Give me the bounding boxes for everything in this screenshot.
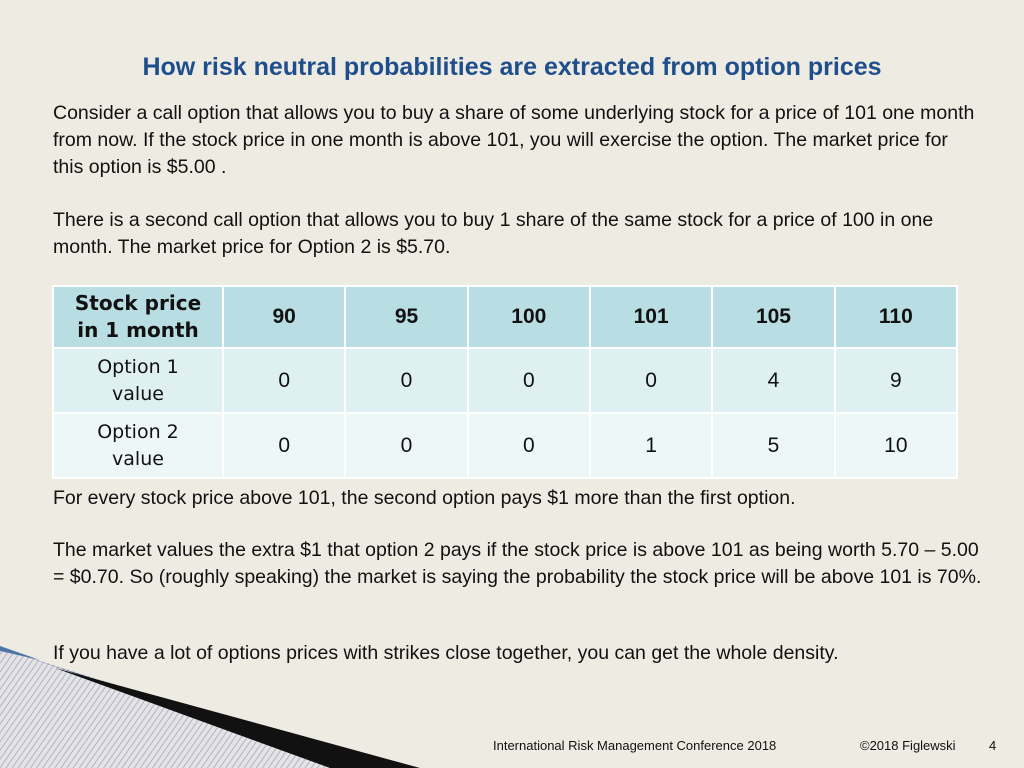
header-price: 100 [466, 285, 591, 349]
header-price: 110 [833, 285, 959, 349]
table-header-row: Stock price in 1 month 90 95 100 101 105… [52, 285, 959, 349]
paragraph-density: If you have a lot of options prices with… [53, 642, 839, 664]
row-label-line2: value [112, 447, 164, 470]
row-label-line1: Option 1 [97, 355, 179, 378]
table-cell: 1 [588, 412, 714, 479]
footer-page-number: 4 [989, 738, 997, 753]
row-label: Option 1 value [52, 347, 224, 414]
row-label-line1: Option 2 [97, 420, 179, 443]
table-cell: 0 [221, 412, 347, 479]
header-price: 101 [588, 285, 714, 349]
header-price: 95 [344, 285, 469, 349]
table-row-option-1: Option 1 value 0 0 0 0 4 9 [52, 347, 959, 414]
header-label-line1: Stock price [74, 291, 202, 315]
paragraph-payoff-difference: For every stock price above 101, the sec… [53, 487, 796, 509]
footer-conference: International Risk Management Conference… [493, 738, 777, 753]
header-label-line2: in 1 month [77, 318, 199, 342]
paragraph-market-probability: The market values the extra $1 that opti… [53, 539, 982, 588]
slide-title: How risk neutral probabilities are extra… [142, 53, 882, 81]
table-cell: 0 [588, 347, 714, 414]
table-cell: 0 [344, 412, 469, 479]
table-cell: 10 [833, 412, 959, 479]
table-cell: 0 [221, 347, 347, 414]
paragraph-option-1: Consider a call option that allows you t… [53, 102, 975, 178]
paragraph-option-2: There is a second call option that allow… [53, 209, 934, 258]
table-cell: 4 [711, 347, 836, 414]
table-cell: 9 [833, 347, 959, 414]
table-row-option-2: Option 2 value 0 0 0 1 5 10 [52, 412, 959, 479]
option-value-table: Stock price in 1 month 90 95 100 101 105… [52, 285, 959, 479]
header-stock-price: Stock price in 1 month [52, 285, 224, 349]
table-cell: 0 [466, 412, 591, 479]
row-label-line2: value [112, 382, 164, 405]
row-label: Option 2 value [52, 412, 224, 479]
table-cell: 0 [466, 347, 591, 414]
footer-copyright: ©2018 Figlewski [860, 738, 956, 753]
table-cell: 0 [344, 347, 469, 414]
header-price: 90 [221, 285, 347, 349]
header-price: 105 [711, 285, 836, 349]
table-cell: 5 [711, 412, 836, 479]
